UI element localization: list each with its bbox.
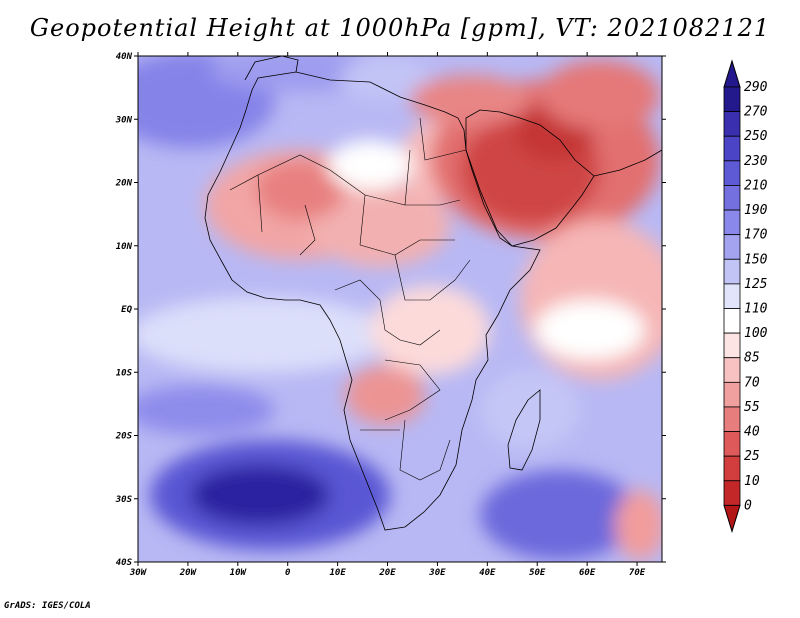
colorbar-swatch [723,308,741,334]
lat-tick-label: 10S [116,368,133,378]
asia-coastline [593,149,662,177]
colorbar: 2902702502302101901701501251101008570554… [723,59,768,534]
colorbar-swatch [723,431,741,457]
country-borders [229,117,471,481]
colorbar-swatch [723,480,741,506]
lon-tick-label: 30W [129,568,148,578]
grads-credit: GrADS: IGES/COLA [4,601,91,611]
colorbar-swatch [723,357,741,383]
colorbar-level-label: 250 [744,129,768,144]
colorbar-swatch [723,332,741,359]
colorbar-level-label: 25 [744,449,760,464]
colorbar-level-label: 100 [744,326,768,341]
lon-tick-label: 10W [230,568,248,578]
lat-tick-label: 20N [115,179,133,189]
colorbar-level-label: 170 [744,228,768,243]
coastlines [204,56,662,531]
lon-tick-label: 20E [378,568,396,578]
colorbar-swatch [723,258,741,285]
colorbar-swatch [723,406,741,432]
africa-coastline [204,71,541,531]
colorbar-level-label: 270 [744,105,768,120]
colorbar-level-label: 70 [744,375,760,390]
lat-tick-label: 40S [116,558,133,568]
lat-tick-label: 10N [116,242,133,252]
colorbar-swatch [723,111,741,137]
colorbar-swatch [723,135,741,162]
colorbar-level-label: 150 [744,252,768,267]
lon-tick-label: 40E [479,568,496,578]
lon-tick-label: 30E [428,568,446,578]
lat-tick-label: 40N [116,52,133,62]
lon-tick-label: 10E [329,568,346,578]
colorbar-swatch [723,455,741,482]
axis-ticks: 30W 20W 10W 0 10E 20E 30E 40E 50E 60E 70E 40N 30N 20N… [115,52,666,578]
colorbar-swatch [723,185,741,211]
lat-tick-label: EQ [121,305,132,315]
colorbar-swatch [723,209,741,236]
colorbar-level-label: 125 [744,277,768,292]
lon-tick-label: 20W [179,568,198,578]
lat-tick-label: 30N [115,115,133,125]
colorbar-level-label: 230 [744,154,768,169]
colorbar-level-label: 10 [744,474,760,489]
colorbar-swatch [723,160,741,186]
colorbar-level-label: 190 [744,203,768,218]
height-field [138,56,662,562]
colorbar-level-label: 110 [744,302,768,317]
colorbar-swatch [723,234,741,260]
colorbar-swatch [723,381,741,408]
colorbar-swatch [723,86,741,113]
lon-tick-label: 0 [285,568,291,578]
lat-tick-label: 30S [115,495,133,505]
colorbar-level-label: 85 [744,351,760,366]
lon-tick-label: 70E [629,568,646,578]
colorbar-level-label: 290 [744,80,768,95]
lat-tick-label: 20S [115,432,133,442]
chart-title: Geopotential Height at 1000hPa [gpm], VT… [29,14,771,42]
colorbar-min-arrow [723,504,741,534]
iberia-coastline [244,56,299,81]
colorbar-max-arrow [723,59,741,88]
colorbar-level-label: 40 [744,425,760,440]
colorbar-level-label: 55 [744,400,760,415]
colorbar-level-label: 0 [744,498,752,513]
colorbar-level-label: 210 [744,178,768,193]
colorbar-swatch [723,283,741,309]
lon-tick-label: 50E [529,568,546,578]
lon-tick-label: 60E [579,568,596,578]
madagascar-coastline [507,389,541,471]
